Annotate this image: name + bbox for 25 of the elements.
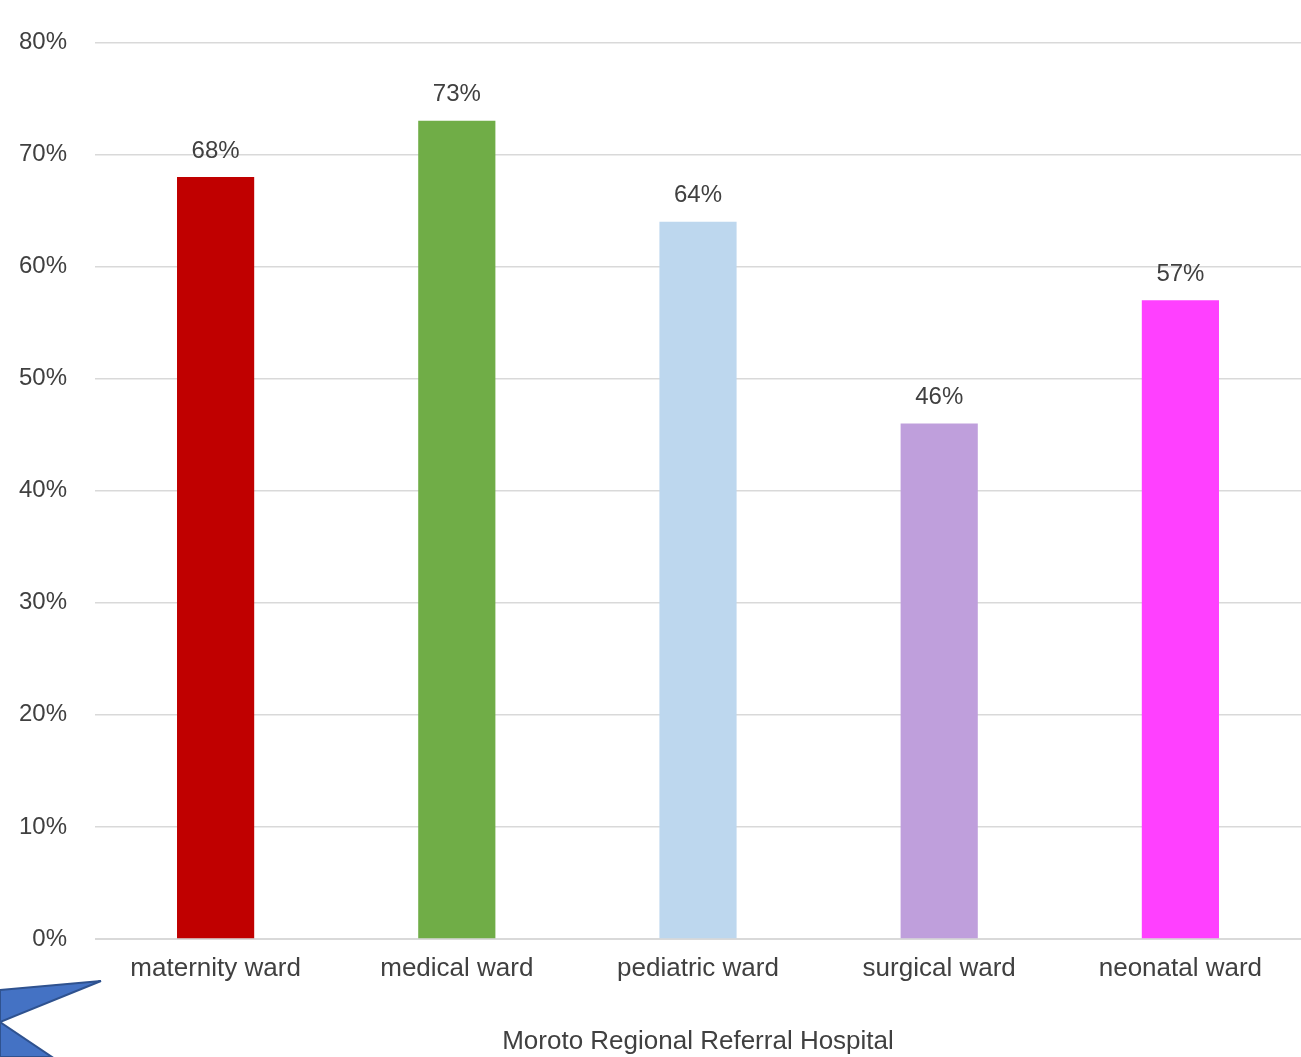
x-axis-title: Moroto Regional Referral Hospital: [502, 1024, 894, 1055]
data-label: 73%: [432, 79, 481, 107]
y-tick-label: 70%: [18, 139, 67, 167]
x-tick-label: medical ward: [380, 951, 534, 982]
y-tick-label: 60%: [18, 251, 67, 279]
bar: [659, 221, 737, 939]
bar: [900, 423, 978, 939]
data-label: 68%: [191, 135, 240, 163]
y-tick-label: 10%: [18, 811, 67, 839]
x-tick-label: neonatal ward: [1098, 951, 1263, 982]
y-tick-label: 40%: [18, 475, 67, 503]
x-tick-label: pediatric ward: [617, 951, 779, 982]
x-tick-label: surgical ward: [862, 951, 1016, 982]
y-tick-label: 20%: [18, 699, 67, 727]
data-label: 57%: [1156, 258, 1205, 286]
data-label: 46%: [915, 382, 964, 410]
bar: [177, 176, 255, 939]
y-tick-label: 80%: [18, 27, 67, 55]
y-tick-label: 0%: [32, 923, 67, 951]
bar: [418, 120, 496, 939]
bar: [1141, 300, 1219, 939]
data-label: 64%: [673, 180, 723, 208]
y-tick-label: 50%: [18, 363, 67, 391]
y-tick-label: 30%: [18, 587, 67, 615]
x-tick-label: maternity ward: [130, 951, 301, 982]
